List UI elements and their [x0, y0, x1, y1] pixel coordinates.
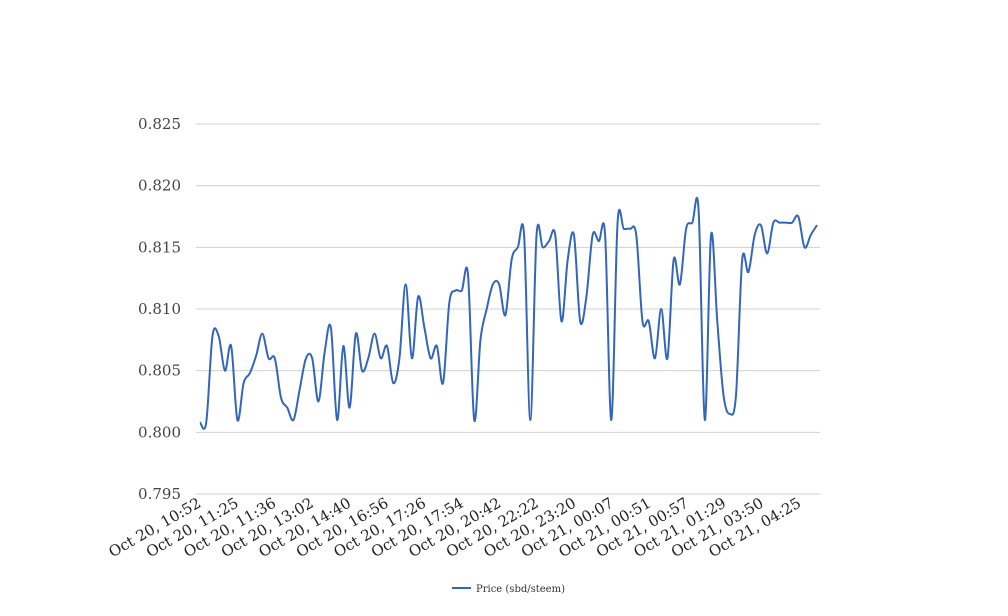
- y-tick-label: 0.825: [138, 115, 181, 133]
- y-tick-label: 0.820: [138, 177, 181, 195]
- series-line-price: [199, 197, 818, 430]
- y-tick-label: 0.815: [138, 238, 181, 256]
- series-group: [199, 197, 818, 430]
- legend[interactable]: Price (sbd/steem): [452, 584, 565, 595]
- grid-lines: [196, 123, 820, 495]
- y-tick-label: 0.810: [138, 300, 181, 318]
- y-tick-label: 0.805: [138, 362, 181, 380]
- y-axis-tick-labels: 0.795 0.800 0.805 0.810 0.815 0.820 0.825: [138, 115, 181, 503]
- y-tick-label: 0.800: [138, 423, 181, 441]
- y-tick-label: 0.795: [138, 485, 181, 503]
- legend-label[interactable]: Price (sbd/steem): [476, 584, 565, 595]
